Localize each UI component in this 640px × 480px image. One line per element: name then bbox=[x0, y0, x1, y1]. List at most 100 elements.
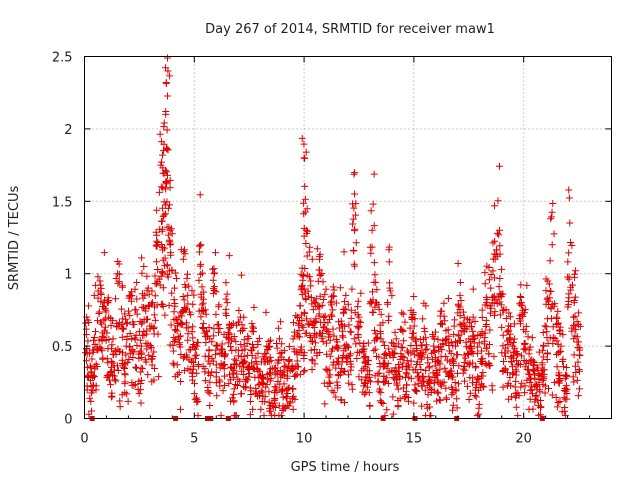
data-point bbox=[517, 383, 525, 391]
data-point bbox=[113, 323, 121, 331]
data-point bbox=[379, 338, 387, 346]
data-point bbox=[320, 313, 328, 321]
data-point bbox=[167, 225, 175, 233]
data-point bbox=[506, 313, 514, 321]
data-point bbox=[301, 309, 309, 317]
data-point bbox=[487, 284, 495, 292]
data-point bbox=[431, 328, 439, 336]
data-point bbox=[547, 215, 555, 223]
data-point bbox=[151, 364, 159, 372]
data-point bbox=[496, 162, 504, 170]
data-point bbox=[380, 372, 388, 380]
data-point bbox=[490, 292, 498, 300]
data-point bbox=[161, 244, 169, 252]
data-point bbox=[307, 282, 315, 290]
data-point bbox=[575, 309, 583, 317]
data-point bbox=[159, 256, 167, 264]
data-point bbox=[562, 382, 570, 390]
data-point bbox=[490, 274, 498, 282]
data-point bbox=[502, 315, 510, 323]
data-point bbox=[427, 412, 435, 420]
data-point bbox=[126, 349, 134, 357]
data-point bbox=[143, 315, 151, 323]
data-point bbox=[396, 372, 404, 380]
data-point bbox=[498, 265, 506, 273]
data-point bbox=[201, 306, 209, 314]
data-point bbox=[267, 336, 275, 344]
data-point bbox=[365, 389, 373, 397]
data-point bbox=[202, 310, 210, 318]
data-point bbox=[173, 327, 181, 335]
data-point bbox=[493, 229, 501, 237]
data-point bbox=[298, 322, 306, 330]
data-point bbox=[126, 343, 134, 351]
data-point bbox=[277, 412, 285, 420]
data-point bbox=[461, 321, 469, 329]
data-point bbox=[312, 295, 320, 303]
data-point bbox=[145, 351, 153, 359]
data-point bbox=[301, 195, 309, 203]
data-point bbox=[526, 343, 534, 351]
data-point bbox=[450, 322, 458, 330]
data-point bbox=[561, 395, 569, 403]
data-point bbox=[236, 362, 244, 370]
data-point bbox=[316, 292, 324, 300]
data-point bbox=[225, 252, 233, 260]
data-point bbox=[406, 324, 414, 332]
data-point bbox=[94, 294, 102, 302]
data-point bbox=[565, 249, 573, 257]
data-point bbox=[222, 295, 230, 303]
data-point bbox=[556, 348, 564, 356]
data-point bbox=[538, 359, 546, 367]
data-point bbox=[557, 347, 565, 355]
data-point bbox=[472, 393, 480, 401]
data-point bbox=[486, 326, 494, 334]
data-point bbox=[135, 354, 143, 362]
data-point bbox=[301, 265, 309, 273]
data-point bbox=[565, 294, 573, 302]
data-point bbox=[119, 324, 127, 332]
data-point bbox=[337, 369, 345, 377]
data-point bbox=[278, 371, 286, 379]
data-point bbox=[274, 359, 282, 367]
data-point bbox=[107, 393, 115, 401]
data-point bbox=[514, 351, 522, 359]
data-point bbox=[445, 332, 453, 340]
data-point bbox=[184, 324, 192, 332]
data-point bbox=[123, 336, 131, 344]
data-point bbox=[461, 377, 469, 385]
data-point bbox=[400, 337, 408, 345]
data-point bbox=[350, 170, 358, 178]
data-point bbox=[132, 363, 140, 371]
data-point bbox=[118, 282, 126, 290]
data-point bbox=[367, 207, 375, 215]
data-point bbox=[301, 154, 309, 162]
data-point bbox=[404, 361, 412, 369]
data-point bbox=[429, 333, 437, 341]
data-point bbox=[479, 368, 487, 376]
data-point bbox=[483, 301, 491, 309]
data-point bbox=[376, 397, 384, 405]
data-point bbox=[424, 354, 432, 362]
data-point bbox=[371, 326, 379, 334]
data-point bbox=[160, 198, 168, 206]
data-point bbox=[371, 271, 379, 279]
data-point bbox=[164, 67, 172, 75]
data-point bbox=[218, 340, 226, 348]
data-point bbox=[485, 341, 493, 349]
data-point bbox=[336, 284, 344, 292]
data-point bbox=[103, 373, 111, 381]
data-point bbox=[348, 385, 356, 393]
chart-title: Day 267 of 2014, SRMTID for receiver maw… bbox=[205, 22, 495, 37]
data-point bbox=[113, 270, 121, 278]
data-point bbox=[162, 108, 170, 116]
data-point bbox=[168, 289, 176, 297]
data-point bbox=[347, 306, 355, 314]
data-point bbox=[318, 301, 326, 309]
data-point bbox=[542, 275, 550, 283]
data-point bbox=[430, 387, 438, 395]
data-point bbox=[243, 339, 251, 347]
data-point bbox=[377, 310, 385, 318]
data-point bbox=[388, 292, 396, 300]
data-point bbox=[453, 351, 461, 359]
